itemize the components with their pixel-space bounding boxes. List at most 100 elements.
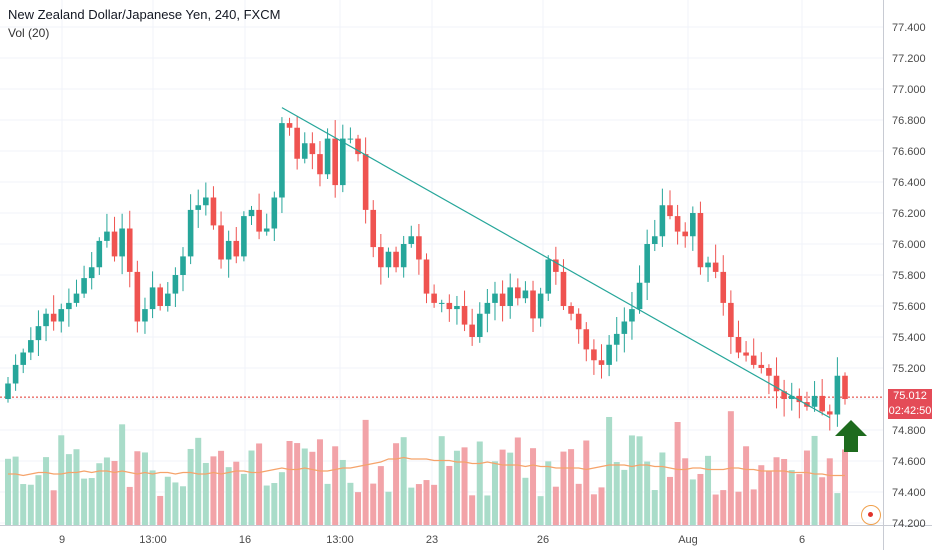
- volume-bar-78: [598, 487, 605, 525]
- candle-body-34: [263, 228, 270, 232]
- volume-bar-75: [575, 483, 582, 525]
- candle-body-84: [644, 244, 650, 283]
- volume-bar-104: [796, 474, 803, 525]
- y-tick-label-0: 77.400: [892, 22, 926, 34]
- volume-bar-32: [248, 450, 255, 525]
- candle-body-19: [149, 287, 156, 310]
- candle-body-77: [591, 349, 597, 361]
- volume-bar-85: [651, 490, 658, 525]
- volume-bar-13: [103, 457, 110, 525]
- volume-bar-100: [765, 470, 772, 525]
- volume-bar-48: [370, 483, 377, 525]
- candle-body-24: [187, 209, 194, 257]
- volume-bar-5: [43, 457, 50, 525]
- volume-bar-53: [408, 487, 415, 525]
- volume-bar-47: [362, 419, 369, 525]
- volume-bar-25: [195, 437, 202, 525]
- trendline: [281, 107, 831, 419]
- candle-body-75: [575, 313, 582, 330]
- countdown-tag: 02:42:50: [888, 404, 932, 419]
- volume-bar-36: [278, 472, 285, 525]
- x-tick-label-0: 9: [59, 534, 65, 546]
- candle-body-59: [454, 306, 460, 310]
- candle-body-55: [423, 259, 430, 294]
- volume-bar-52: [400, 437, 407, 525]
- volume-bar-80: [613, 462, 620, 525]
- volume-bar-41: [316, 439, 323, 525]
- volume-bar-57: [438, 436, 445, 525]
- volume-bar-105: [803, 450, 810, 525]
- candle-body-91: [697, 213, 704, 268]
- volume-bar-62: [476, 441, 483, 525]
- candle-body-78: [598, 360, 605, 365]
- candle-body-23: [180, 256, 186, 275]
- volume-bar-66: [507, 452, 514, 525]
- candle-body-7: [58, 309, 65, 322]
- volume-bar-70: [537, 496, 544, 525]
- candle-body-71: [545, 259, 552, 294]
- volume-bar-8: [65, 454, 72, 525]
- volume-bar-60: [461, 447, 468, 525]
- candle-body-28: [218, 225, 224, 260]
- y-tick-label-2: 77.000: [892, 84, 926, 96]
- candle-body-45: [347, 138, 354, 140]
- volume-bar-68: [522, 477, 529, 525]
- volume-bar-40: [309, 451, 316, 525]
- volume-bar-49: [377, 466, 384, 525]
- candle-body-47: [362, 154, 369, 210]
- volume-bar-11: [88, 478, 95, 525]
- volume-bar-42: [324, 483, 331, 525]
- volume-bar-71: [545, 461, 552, 525]
- candle-body-92: [705, 262, 711, 268]
- volume-indicator-label[interactable]: Vol (20): [8, 26, 50, 40]
- volume-bar-72: [552, 486, 559, 525]
- candle-body-101: [773, 375, 780, 392]
- candle-body-85: [651, 236, 658, 244]
- volume-bar-102: [781, 458, 788, 525]
- volume-bar-90: [689, 479, 696, 525]
- candle-body-44: [340, 138, 346, 186]
- candle-body-57: [438, 302, 445, 304]
- volume-bar-24: [187, 448, 194, 525]
- volume-bar-34: [263, 485, 270, 525]
- volume-bar-18: [141, 452, 148, 525]
- candle-body-20: [157, 287, 163, 306]
- candle-body-79: [606, 344, 612, 365]
- candle-body-21: [164, 293, 171, 306]
- volume-bar-37: [286, 440, 293, 525]
- y-tick-label-6: 76.200: [892, 208, 926, 220]
- volume-bar-43: [332, 446, 339, 525]
- candle-body-58: [446, 302, 453, 310]
- candle-body-1: [12, 364, 19, 384]
- volume-bar-28: [218, 450, 225, 525]
- candle-body-18: [142, 309, 148, 322]
- volume-bar-58: [446, 465, 453, 525]
- candle-body-8: [66, 302, 72, 310]
- volume-bar-73: [560, 451, 567, 525]
- candle-body-95: [728, 302, 734, 337]
- volume-bar-76: [583, 440, 590, 525]
- candle-body-11: [88, 267, 95, 279]
- volume-bar-21: [164, 476, 171, 525]
- volume-bar-93: [712, 494, 719, 525]
- goto-realtime-icon[interactable]: [861, 505, 881, 525]
- candle-body-31: [241, 216, 247, 257]
- candle-body-76: [583, 329, 590, 350]
- candle-body-83: [636, 282, 643, 310]
- volume-bar-7: [58, 435, 65, 525]
- volume-bar-88: [674, 422, 681, 525]
- candle-body-61: [469, 324, 475, 337]
- volume-bar-6: [50, 490, 57, 525]
- volume-bar-29: [225, 467, 232, 525]
- y-tick-label-8: 75.800: [892, 270, 926, 282]
- candle-body-96: [735, 337, 742, 353]
- candle-body-63: [484, 302, 491, 314]
- candle-body-46: [355, 138, 361, 155]
- volume-ma-line: [8, 456, 845, 477]
- candle-body-88: [674, 216, 681, 232]
- candle-body-108: [826, 411, 833, 415]
- candle-body-110: [842, 375, 848, 399]
- volume-bar-50: [385, 491, 392, 525]
